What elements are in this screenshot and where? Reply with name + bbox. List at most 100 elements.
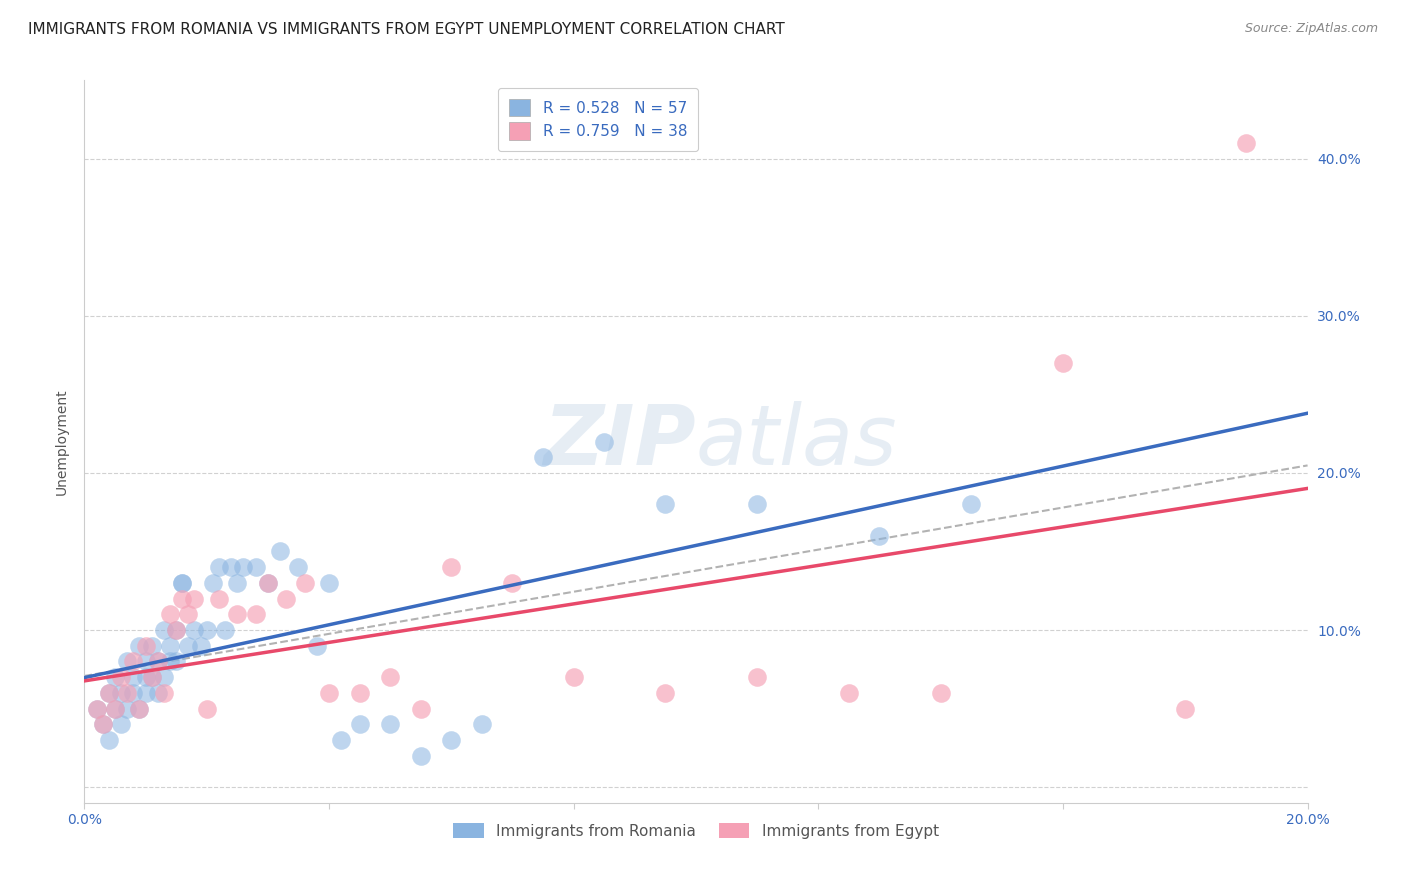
Point bbox=[349, 686, 371, 700]
Point bbox=[245, 560, 267, 574]
Point bbox=[531, 450, 554, 465]
Point bbox=[135, 639, 157, 653]
Point bbox=[172, 591, 194, 606]
Point bbox=[146, 686, 169, 700]
Text: ZIP: ZIP bbox=[543, 401, 696, 482]
Point bbox=[294, 575, 316, 590]
Point bbox=[165, 623, 187, 637]
Point bbox=[110, 717, 132, 731]
Point bbox=[172, 575, 194, 590]
Point bbox=[502, 575, 524, 590]
Point bbox=[153, 670, 176, 684]
Point bbox=[330, 733, 353, 747]
Y-axis label: Unemployment: Unemployment bbox=[55, 388, 69, 495]
Point bbox=[195, 623, 218, 637]
Point bbox=[654, 686, 676, 700]
Point bbox=[440, 560, 463, 574]
Point bbox=[929, 686, 952, 700]
Point bbox=[208, 560, 231, 574]
Point bbox=[177, 607, 200, 622]
Point bbox=[135, 655, 157, 669]
Point bbox=[1236, 136, 1258, 150]
Point bbox=[747, 670, 769, 684]
Point bbox=[471, 717, 494, 731]
Point bbox=[104, 670, 127, 684]
Point bbox=[91, 717, 114, 731]
Point bbox=[869, 529, 891, 543]
Point bbox=[104, 701, 127, 715]
Point bbox=[305, 639, 328, 653]
Point bbox=[838, 686, 860, 700]
Legend: Immigrants from Romania, Immigrants from Egypt: Immigrants from Romania, Immigrants from… bbox=[453, 822, 939, 838]
Point bbox=[146, 655, 169, 669]
Point bbox=[165, 655, 187, 669]
Point bbox=[128, 701, 150, 715]
Point bbox=[747, 497, 769, 511]
Point bbox=[654, 497, 676, 511]
Point bbox=[183, 591, 205, 606]
Point bbox=[135, 670, 157, 684]
Point bbox=[219, 560, 242, 574]
Point bbox=[115, 655, 138, 669]
Point bbox=[153, 686, 176, 700]
Point bbox=[122, 686, 145, 700]
Point bbox=[141, 639, 163, 653]
Text: atlas: atlas bbox=[696, 401, 897, 482]
Point bbox=[257, 575, 280, 590]
Point bbox=[141, 670, 163, 684]
Point bbox=[232, 560, 254, 574]
Point bbox=[257, 575, 280, 590]
Point bbox=[318, 686, 340, 700]
Point bbox=[115, 701, 138, 715]
Point bbox=[172, 575, 194, 590]
Point bbox=[1174, 701, 1197, 715]
Point bbox=[141, 670, 163, 684]
Point bbox=[318, 575, 340, 590]
Point bbox=[380, 670, 402, 684]
Point bbox=[165, 623, 187, 637]
Point bbox=[1052, 356, 1074, 370]
Point bbox=[409, 701, 432, 715]
Point bbox=[122, 670, 145, 684]
Point bbox=[183, 623, 205, 637]
Point bbox=[226, 607, 249, 622]
Point bbox=[960, 497, 983, 511]
Point bbox=[115, 686, 138, 700]
Point bbox=[86, 701, 108, 715]
Point bbox=[276, 591, 298, 606]
Point bbox=[195, 701, 218, 715]
Point bbox=[409, 748, 432, 763]
Point bbox=[122, 655, 145, 669]
Point bbox=[159, 655, 181, 669]
Point bbox=[110, 686, 132, 700]
Point bbox=[562, 670, 585, 684]
Point bbox=[128, 701, 150, 715]
Point bbox=[97, 733, 120, 747]
Point bbox=[91, 717, 114, 731]
Point bbox=[380, 717, 402, 731]
Point bbox=[269, 544, 291, 558]
Point bbox=[177, 639, 200, 653]
Point bbox=[97, 686, 120, 700]
Point bbox=[201, 575, 224, 590]
Point bbox=[159, 607, 181, 622]
Point bbox=[190, 639, 212, 653]
Point bbox=[128, 639, 150, 653]
Point bbox=[153, 623, 176, 637]
Point bbox=[135, 686, 157, 700]
Point bbox=[214, 623, 236, 637]
Point bbox=[226, 575, 249, 590]
Point bbox=[440, 733, 463, 747]
Point bbox=[86, 701, 108, 715]
Point bbox=[146, 655, 169, 669]
Point bbox=[349, 717, 371, 731]
Point bbox=[208, 591, 231, 606]
Point bbox=[245, 607, 267, 622]
Point bbox=[104, 701, 127, 715]
Text: Source: ZipAtlas.com: Source: ZipAtlas.com bbox=[1244, 22, 1378, 36]
Text: IMMIGRANTS FROM ROMANIA VS IMMIGRANTS FROM EGYPT UNEMPLOYMENT CORRELATION CHART: IMMIGRANTS FROM ROMANIA VS IMMIGRANTS FR… bbox=[28, 22, 785, 37]
Point bbox=[97, 686, 120, 700]
Point bbox=[287, 560, 309, 574]
Point bbox=[159, 639, 181, 653]
Point bbox=[110, 670, 132, 684]
